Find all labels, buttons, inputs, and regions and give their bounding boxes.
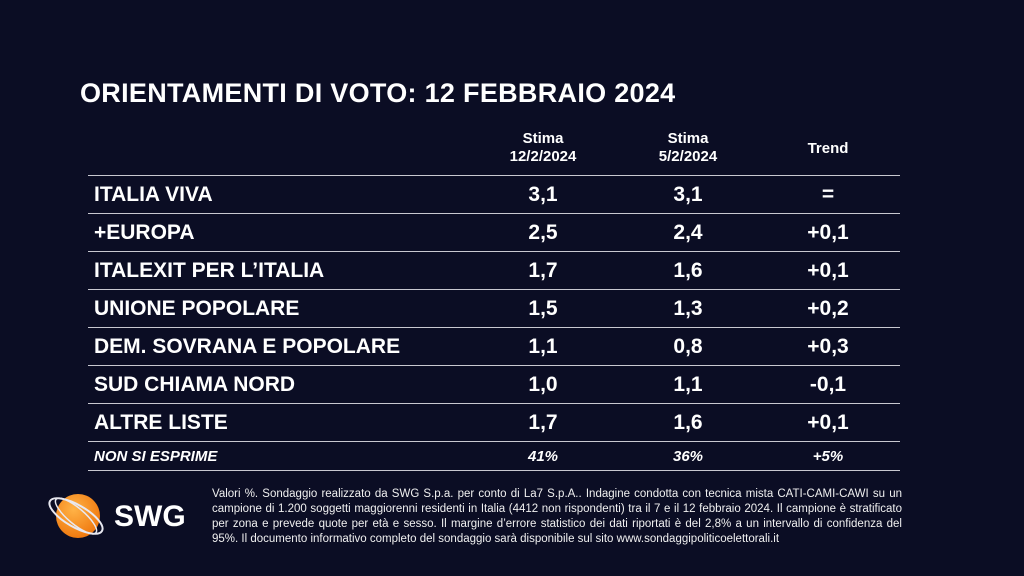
- header-line: 12/2/2024: [509, 148, 577, 165]
- estimate-current: 41%: [527, 447, 559, 465]
- estimate-previous: 1,1: [673, 372, 703, 396]
- column-header-current: Stima 12/2/2024: [473, 130, 613, 166]
- trend-value: +0,3: [807, 334, 849, 358]
- party-name: ALTRE LISTE: [94, 410, 228, 434]
- poll-table: ITALIA VIVA 3,1 3,1 = +EUROPA 2,5 2,4 +0,1 ITALE…: [88, 175, 900, 471]
- swg-logo: SWG: [42, 488, 186, 546]
- estimate-current: 1,7: [528, 258, 558, 282]
- trend-value: +0,1: [807, 258, 849, 282]
- party-name: ITALIA VIVA: [94, 182, 213, 206]
- header-line: 5/2/2024: [658, 148, 718, 165]
- trend-value: =: [821, 182, 835, 206]
- party-name: SUD CHIAMA NORD: [94, 372, 296, 396]
- table-row: ITALEXIT PER L’ITALIA 1,7 1,6 +0,1: [88, 251, 900, 289]
- methodology-note: Valori %. Sondaggio realizzato da SWG S.…: [212, 488, 902, 545]
- estimate-previous: 3,1: [673, 182, 703, 206]
- trend-value: +0,2: [807, 296, 849, 320]
- trend-value: -0,1: [809, 372, 847, 396]
- trend-value: +0,1: [807, 220, 849, 244]
- trend-value: +5%: [812, 447, 844, 465]
- table-row: ALTRE LISTE 1,7 1,6 +0,1: [88, 403, 900, 441]
- table-row: SUD CHIAMA NORD 1,0 1,1 -0,1: [88, 365, 900, 403]
- party-name: DEM. SOVRANA E POPOLARE: [94, 334, 401, 358]
- estimate-current: 1,7: [528, 410, 558, 434]
- estimate-current: 1,0: [528, 372, 558, 396]
- estimate-previous: 0,8: [673, 334, 703, 358]
- estimate-current: 1,1: [528, 334, 558, 358]
- table-row: ITALIA VIVA 3,1 3,1 =: [88, 175, 900, 213]
- estimate-current: 1,5: [528, 296, 558, 320]
- estimate-current: 3,1: [528, 182, 558, 206]
- header-line: Stima: [667, 130, 709, 147]
- table-row: DEM. SOVRANA E POPOLARE 1,1 0,8 +0,3: [88, 327, 900, 365]
- estimate-previous: 2,4: [673, 220, 703, 244]
- table-row: +EUROPA 2,5 2,4 +0,1: [88, 213, 900, 251]
- party-name: ITALEXIT PER L’ITALIA: [94, 258, 325, 282]
- logo-text: SWG: [114, 500, 186, 533]
- orange-globe-orbit-icon: [48, 494, 104, 538]
- party-name: UNIONE POPOLARE: [94, 296, 300, 320]
- party-name: NON SI ESPRIME: [94, 447, 218, 465]
- header-line: Stima: [522, 130, 564, 147]
- estimate-previous: 1,6: [673, 410, 703, 434]
- header-line: Trend: [807, 140, 849, 157]
- estimate-previous: 36%: [672, 447, 704, 465]
- column-header-trend: Trend: [758, 140, 898, 158]
- estimate-previous: 1,6: [673, 258, 703, 282]
- estimate-previous: 1,3: [673, 296, 703, 320]
- estimate-current: 2,5: [528, 220, 558, 244]
- column-header-previous: Stima 5/2/2024: [618, 130, 758, 166]
- table-row: UNIONE POPOLARE 1,5 1,3 +0,2: [88, 289, 900, 327]
- page-title: ORIENTAMENTI DI VOTO: 12 FEBBRAIO 2024: [80, 78, 676, 108]
- party-name: +EUROPA: [94, 220, 195, 244]
- trend-value: +0,1: [807, 410, 849, 434]
- table-row: NON SI ESPRIME 41% 36% +5%: [88, 441, 900, 471]
